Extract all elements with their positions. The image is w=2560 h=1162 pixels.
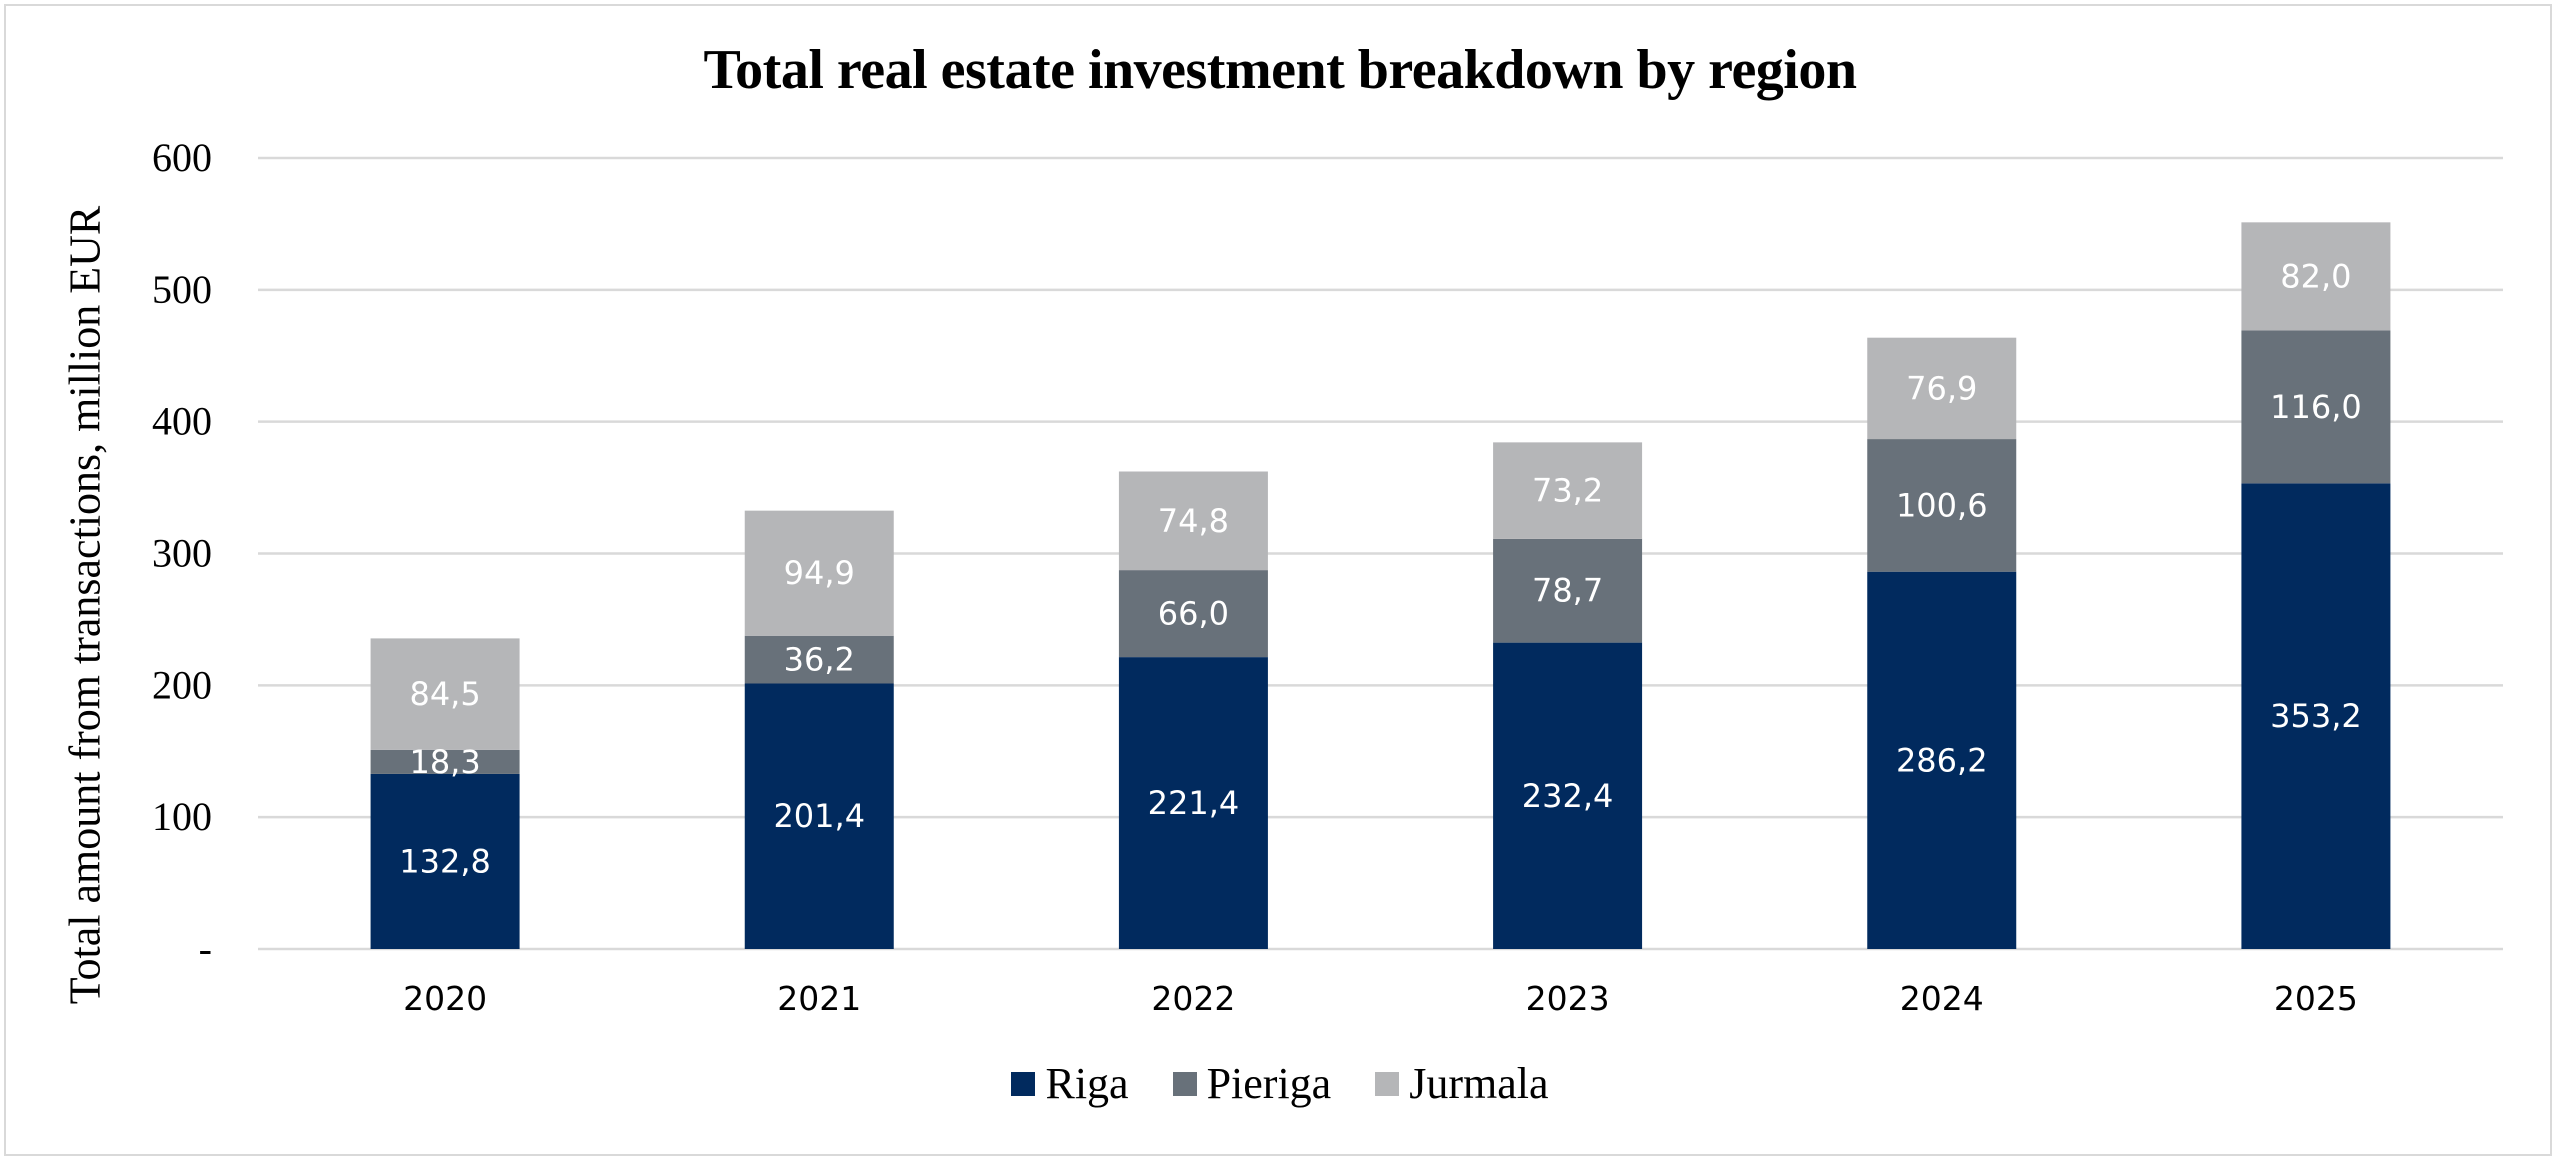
bar-segment-pieriga-2021 (744, 635, 894, 684)
data-label: 232,4 (1522, 777, 1614, 815)
legend-swatch (1172, 1071, 1197, 1096)
data-label: 18,3 (409, 743, 480, 781)
data-labels: 132,8 18,3 84,5 201,4 36,2 94,9 221,4 66,0 74,8 2… (399, 257, 2361, 880)
y-tick-label: 400 (152, 399, 212, 444)
data-label: 286,2 (1896, 741, 1988, 779)
x-tick-labels: 2020 2021 2022 2023 2024 2025 (403, 979, 2358, 1018)
y-tick-label: 100 (152, 794, 212, 839)
bars (370, 222, 2391, 949)
bar-segment-pieriga-2022 (1118, 570, 1268, 658)
bar-segment-jurmala-2020 (370, 638, 520, 750)
x-tick-label: 2025 (2274, 979, 2358, 1018)
data-label: 100,6 (1896, 486, 1988, 524)
legend-item-jurmala: Jurmala (1375, 1058, 1549, 1109)
gridlines (258, 156, 2503, 951)
bar-segment-jurmala-2024 (1867, 337, 2017, 440)
chart-frame (4, 4, 2552, 1156)
legend-label: Riga (1045, 1059, 1129, 1108)
bar-segment-riga-2020 (370, 773, 520, 949)
y-tick-label: 600 (152, 135, 212, 180)
bar-segment-jurmala-2021 (744, 510, 894, 636)
bar-segment-pieriga-2025 (2241, 330, 2391, 484)
bar-segment-riga-2024 (1867, 571, 2017, 949)
legend-item-riga: Riga (1011, 1058, 1129, 1109)
bar-segment-pieriga-2023 (1493, 538, 1643, 643)
data-label: 221,4 (1148, 784, 1240, 822)
x-tick-label: 2021 (777, 979, 861, 1018)
data-label: 82,0 (2280, 257, 2351, 295)
data-label: 116,0 (2270, 388, 2362, 426)
x-tick-label: 2024 (1900, 979, 1984, 1018)
bar-segment-pieriga-2024 (1867, 439, 2017, 572)
data-label: 78,7 (1532, 572, 1603, 610)
legend-swatch (1011, 1071, 1036, 1096)
bar-segment-pieriga-2020 (370, 749, 520, 774)
y-tick-label: 300 (152, 531, 212, 576)
bar-segment-riga-2021 (744, 683, 894, 949)
bar-segment-riga-2023 (1493, 642, 1643, 949)
legend-label: Jurmala (1409, 1059, 1549, 1108)
legend: Riga Pieriga Jurmala (0, 1058, 2560, 1109)
chart-title: Total real estate investment breakdown b… (703, 39, 1857, 101)
bar-segment-jurmala-2025 (2241, 222, 2391, 331)
bar-segment-riga-2025 (2241, 483, 2391, 949)
data-label: 36,2 (784, 641, 855, 679)
data-label: 73,2 (1532, 472, 1603, 510)
y-tick-label: 200 (152, 662, 212, 707)
data-label: 84,5 (409, 675, 480, 713)
data-label: 132,8 (399, 842, 491, 880)
x-tick-label: 2022 (1151, 979, 1235, 1018)
legend-label: Pieriga (1206, 1059, 1332, 1108)
data-label: 66,0 (1158, 595, 1229, 633)
bar-segment-jurmala-2022 (1118, 471, 1268, 571)
y-tick-label: - (199, 926, 212, 971)
y-tick-label: 500 (152, 267, 212, 312)
y-tick-labels: - 100 200 300 400 500 600 (152, 135, 212, 971)
legend-item-pieriga: Pieriga (1172, 1058, 1332, 1109)
x-tick-label: 2020 (403, 979, 487, 1018)
data-label: 76,9 (1906, 369, 1977, 407)
data-label: 353,2 (2270, 697, 2362, 735)
bar-segment-jurmala-2023 (1493, 442, 1643, 539)
x-tick-label: 2023 (1526, 979, 1610, 1018)
data-label: 74,8 (1158, 502, 1229, 540)
legend-swatch (1375, 1071, 1400, 1096)
bar-segment-riga-2022 (1118, 657, 1268, 949)
data-label: 94,9 (784, 554, 855, 592)
data-label: 201,4 (773, 797, 865, 835)
